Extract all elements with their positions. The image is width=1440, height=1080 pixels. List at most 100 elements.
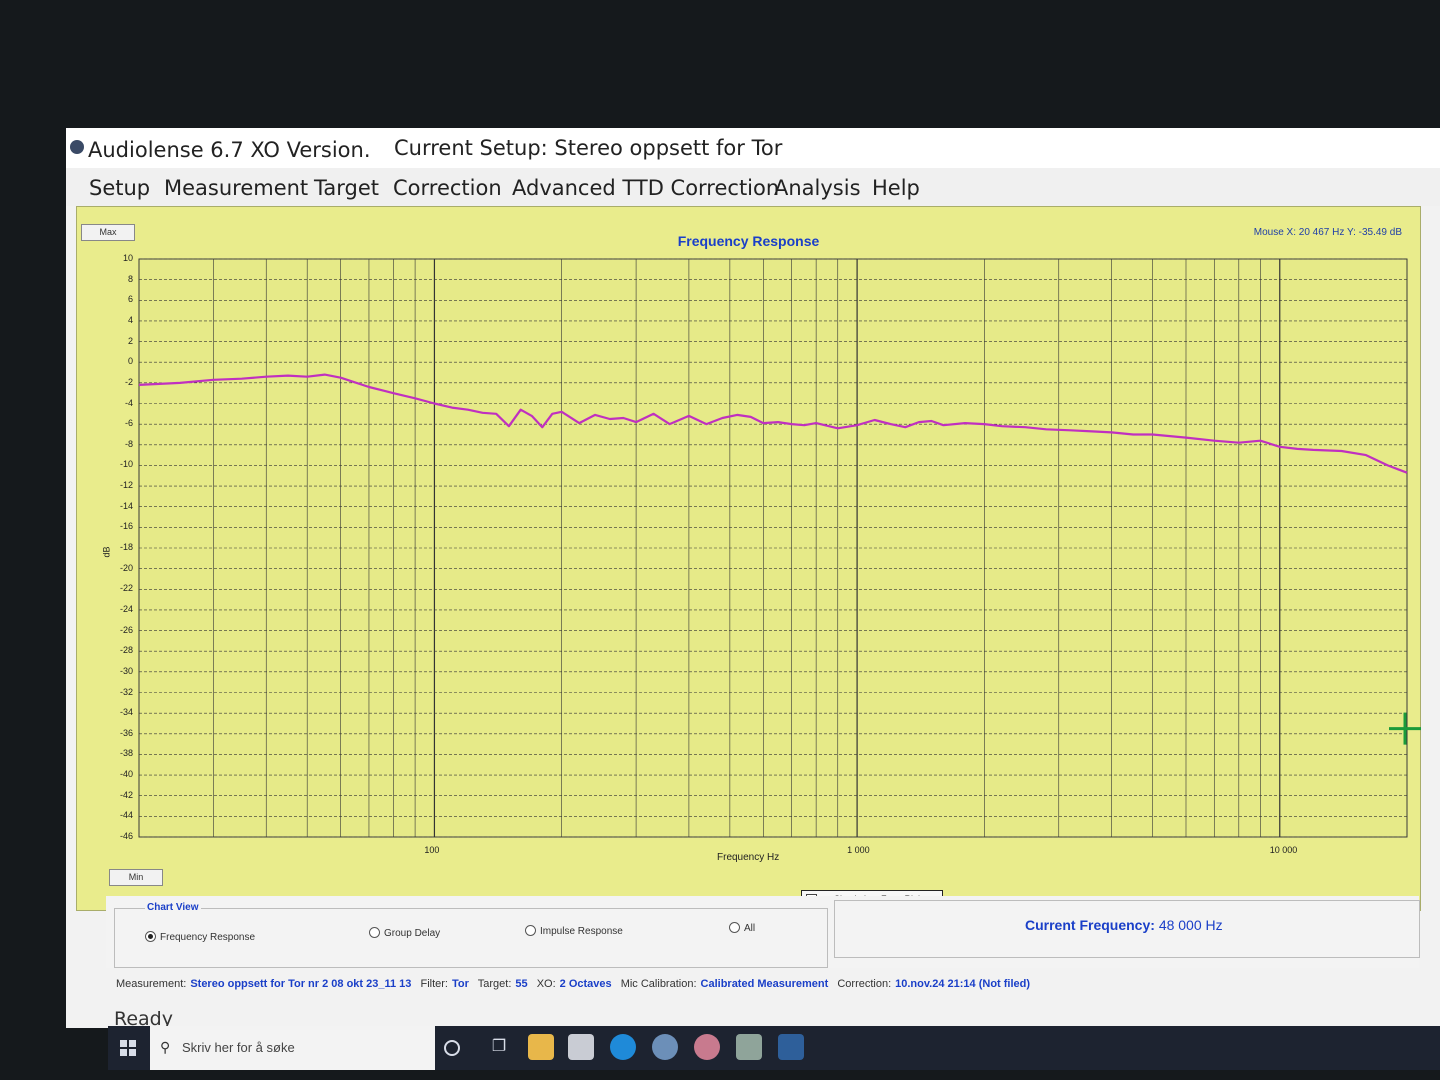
radio-label: Group Delay xyxy=(384,928,441,939)
min-button[interactable]: Min xyxy=(109,869,163,886)
y-tick-label: -28 xyxy=(119,645,133,656)
status-mic-key: Mic Calibration: xyxy=(620,978,697,990)
menu-help[interactable]: Help xyxy=(872,176,920,200)
cortana-icon[interactable] xyxy=(444,1040,460,1056)
status-target-key: Target: xyxy=(477,978,512,990)
y-tick-label: -2 xyxy=(124,376,133,387)
y-tick-label: -10 xyxy=(119,459,133,470)
audiolense-taskbar-icon[interactable] xyxy=(778,1034,804,1060)
x-tick-label: 1 000 xyxy=(847,845,870,855)
frequency-response-curve xyxy=(138,373,1408,474)
x-tick-label: 100 xyxy=(424,845,440,855)
edge-icon[interactable] xyxy=(610,1034,636,1060)
y-axis-title: dB xyxy=(101,546,112,558)
radio-group-delay[interactable]: Group Delay xyxy=(369,927,440,939)
y-tick-label: -22 xyxy=(119,583,133,594)
calculator-icon[interactable] xyxy=(736,1034,762,1060)
windows-taskbar: ⚲ Skriv her for å søke ❐ xyxy=(108,1026,1440,1070)
radio-dot xyxy=(525,925,536,936)
radio-dot xyxy=(729,922,740,933)
radio-label: Impulse Response xyxy=(540,926,623,937)
menu-advanced-ttd-correction[interactable]: Advanced TTD Correction xyxy=(512,176,780,200)
search-icon: ⚲ xyxy=(160,1039,171,1055)
radio-dot xyxy=(145,931,156,942)
current-frequency-label: Current Frequency: xyxy=(1025,917,1155,933)
status-filter-value: Tor xyxy=(451,978,469,990)
x-tick-label: 10 000 xyxy=(1269,845,1298,855)
bottom-panel: Chart View Frequency Response Group Dela… xyxy=(106,896,1420,968)
app-icon-pink[interactable] xyxy=(694,1034,720,1060)
frequency-response-plot[interactable] xyxy=(77,207,1421,910)
menu-setup[interactable]: Setup xyxy=(89,176,151,200)
status-xo-key: XO: xyxy=(536,978,556,990)
status-correction-key: Correction: xyxy=(837,978,892,990)
status-xo-value: 2 Octaves xyxy=(559,978,612,990)
menu-bar: Setup Measurement Target Correction Adva… xyxy=(66,168,1440,206)
y-tick-label: -34 xyxy=(119,707,133,718)
x-axis-title: Frequency Hz xyxy=(717,852,780,863)
radio-label: All xyxy=(744,923,756,934)
menu-analysis[interactable]: Analysis xyxy=(774,176,861,200)
y-tick-label: -32 xyxy=(119,686,133,697)
ready-status: Ready xyxy=(114,1008,173,1030)
radio-all[interactable]: All xyxy=(729,922,755,934)
search-placeholder: Skriv her for å søke xyxy=(182,1040,295,1055)
y-tick-label: -38 xyxy=(119,748,133,759)
menu-correction[interactable]: Correction xyxy=(393,176,502,200)
taskbar-search-box[interactable]: ⚲ Skriv her for å søke xyxy=(150,1026,435,1070)
y-tick-label: -4 xyxy=(124,397,133,408)
y-tick-label: 6 xyxy=(127,294,133,305)
y-tick-label: 4 xyxy=(127,314,133,325)
y-tick-label: -24 xyxy=(119,603,133,614)
y-tick-label: -46 xyxy=(119,831,133,841)
chart-title: Frequency Response xyxy=(677,233,820,249)
current-frequency-text: Current Frequency: 48 000 Hz xyxy=(1025,917,1223,933)
y-tick-label: -6 xyxy=(124,418,133,429)
frequency-response-chart-panel: Frequency Response Mouse X: 20 467 Hz Y:… xyxy=(76,206,1421,911)
y-tick-label: -16 xyxy=(119,521,133,532)
max-button[interactable]: Max xyxy=(81,224,135,241)
menu-measurement[interactable]: Measurement xyxy=(164,176,309,200)
status-info-line: Measurement: Stereo oppsett for Tor nr 2 … xyxy=(116,978,1036,990)
y-tick-label: -42 xyxy=(119,789,133,800)
chart-view-group: Chart View Frequency Response Group Dela… xyxy=(114,902,828,968)
status-correction-value: 10.nov.24 21:14 (Not filed) xyxy=(895,978,1031,990)
y-tick-label: 8 xyxy=(127,273,133,284)
app-title: Audiolense 6.7 XO Version. xyxy=(88,138,371,162)
y-tick-label: 10 xyxy=(122,253,133,263)
audiolense-app-icon xyxy=(70,140,84,154)
task-view-icon[interactable]: ❐ xyxy=(491,1038,507,1055)
app-window: Audiolense 6.7 XO Version. Current Setup… xyxy=(66,128,1440,1030)
y-tick-label: -8 xyxy=(124,438,133,449)
media-icon[interactable] xyxy=(652,1034,678,1060)
y-tick-label: 2 xyxy=(127,335,133,346)
status-measurement-key: Measurement: xyxy=(116,978,187,990)
y-tick-label: -18 xyxy=(119,542,133,552)
current-setup-title: Current Setup: Stereo oppsett for Tor xyxy=(394,136,783,160)
radio-impulse-response[interactable]: Impulse Response xyxy=(525,925,623,937)
store-icon[interactable] xyxy=(568,1034,594,1060)
current-frequency-value: 48 000 Hz xyxy=(1158,917,1223,933)
title-bar: Audiolense 6.7 XO Version. Current Setup… xyxy=(66,128,1440,168)
radio-dot xyxy=(369,927,380,938)
y-tick-label: -14 xyxy=(119,500,133,511)
y-tick-label: 0 xyxy=(127,356,133,367)
status-measurement-value: Stereo oppsett for Tor nr 2 08 okt 23_11… xyxy=(190,978,412,990)
y-tick-label: -36 xyxy=(119,727,133,738)
mouse-position-readout: Mouse X: 20 467 Hz Y: -35.49 dB xyxy=(1253,227,1402,238)
y-tick-label: -26 xyxy=(119,624,133,635)
menu-target[interactable]: Target xyxy=(314,176,379,200)
status-filter-key: Filter: xyxy=(420,978,448,990)
y-tick-label: -20 xyxy=(119,562,133,573)
y-tick-label: -44 xyxy=(119,810,133,821)
radio-frequency-response[interactable]: Frequency Response xyxy=(145,931,255,943)
file-explorer-icon[interactable] xyxy=(528,1034,554,1060)
current-frequency-box: Current Frequency: 48 000 Hz xyxy=(834,900,1420,958)
y-tick-label: -40 xyxy=(119,769,133,780)
y-tick-label: -30 xyxy=(119,665,133,676)
radio-label: Frequency Response xyxy=(160,932,256,943)
chart-view-legend: Chart View xyxy=(145,902,201,913)
windows-start-icon[interactable] xyxy=(120,1040,136,1056)
status-mic-value: Calibrated Measurement xyxy=(700,978,829,990)
status-target-value: 55 xyxy=(515,978,528,990)
